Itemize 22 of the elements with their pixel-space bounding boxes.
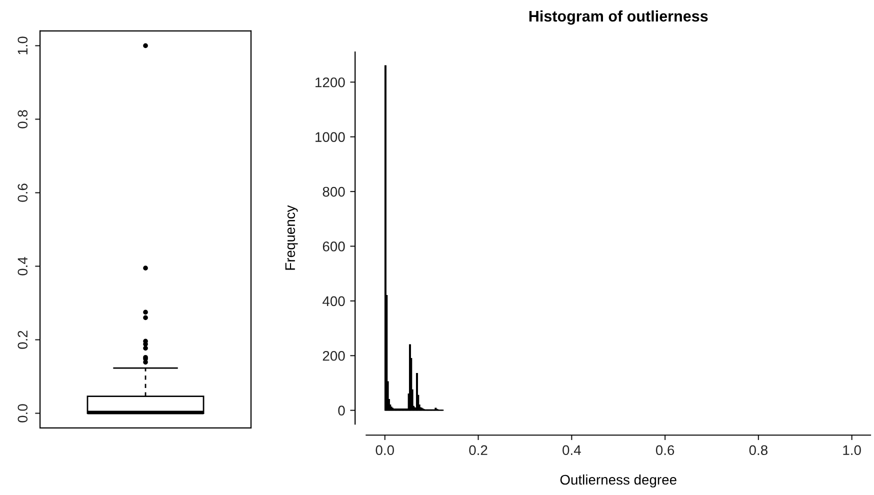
x-axis-title: Outlierness degree — [560, 474, 676, 488]
x-tick-label: 0.4 — [562, 445, 581, 456]
y-tick-label: 400 — [322, 296, 345, 306]
chart-title: Histogram of outlierness — [529, 10, 708, 25]
y-tick-label: 0.6 — [18, 184, 28, 202]
x-tick-label: 1.0 — [843, 445, 861, 456]
y-axis-title: Frequency — [285, 205, 298, 270]
x-tick-label: 0.6 — [656, 445, 674, 456]
y-tick-label: 0.2 — [18, 330, 28, 349]
y-tick-label: 600 — [322, 242, 345, 252]
x-tick-label: 0.0 — [376, 445, 394, 456]
y-tick-label: 1000 — [316, 132, 345, 142]
y-tick-label: 1.0 — [18, 36, 28, 54]
y-tick-label: 800 — [322, 186, 345, 197]
y-tick-label: 0 — [338, 406, 345, 416]
y-tick-label: 0.8 — [18, 110, 28, 128]
y-tick-label: 0.4 — [18, 256, 28, 276]
y-tick-label: 0.0 — [18, 404, 28, 422]
x-tick-label: 0.2 — [469, 445, 488, 456]
x-tick-label: 0.8 — [749, 445, 768, 456]
y-tick-label: 1200 — [316, 77, 345, 88]
y-tick-label: 200 — [322, 350, 345, 361]
